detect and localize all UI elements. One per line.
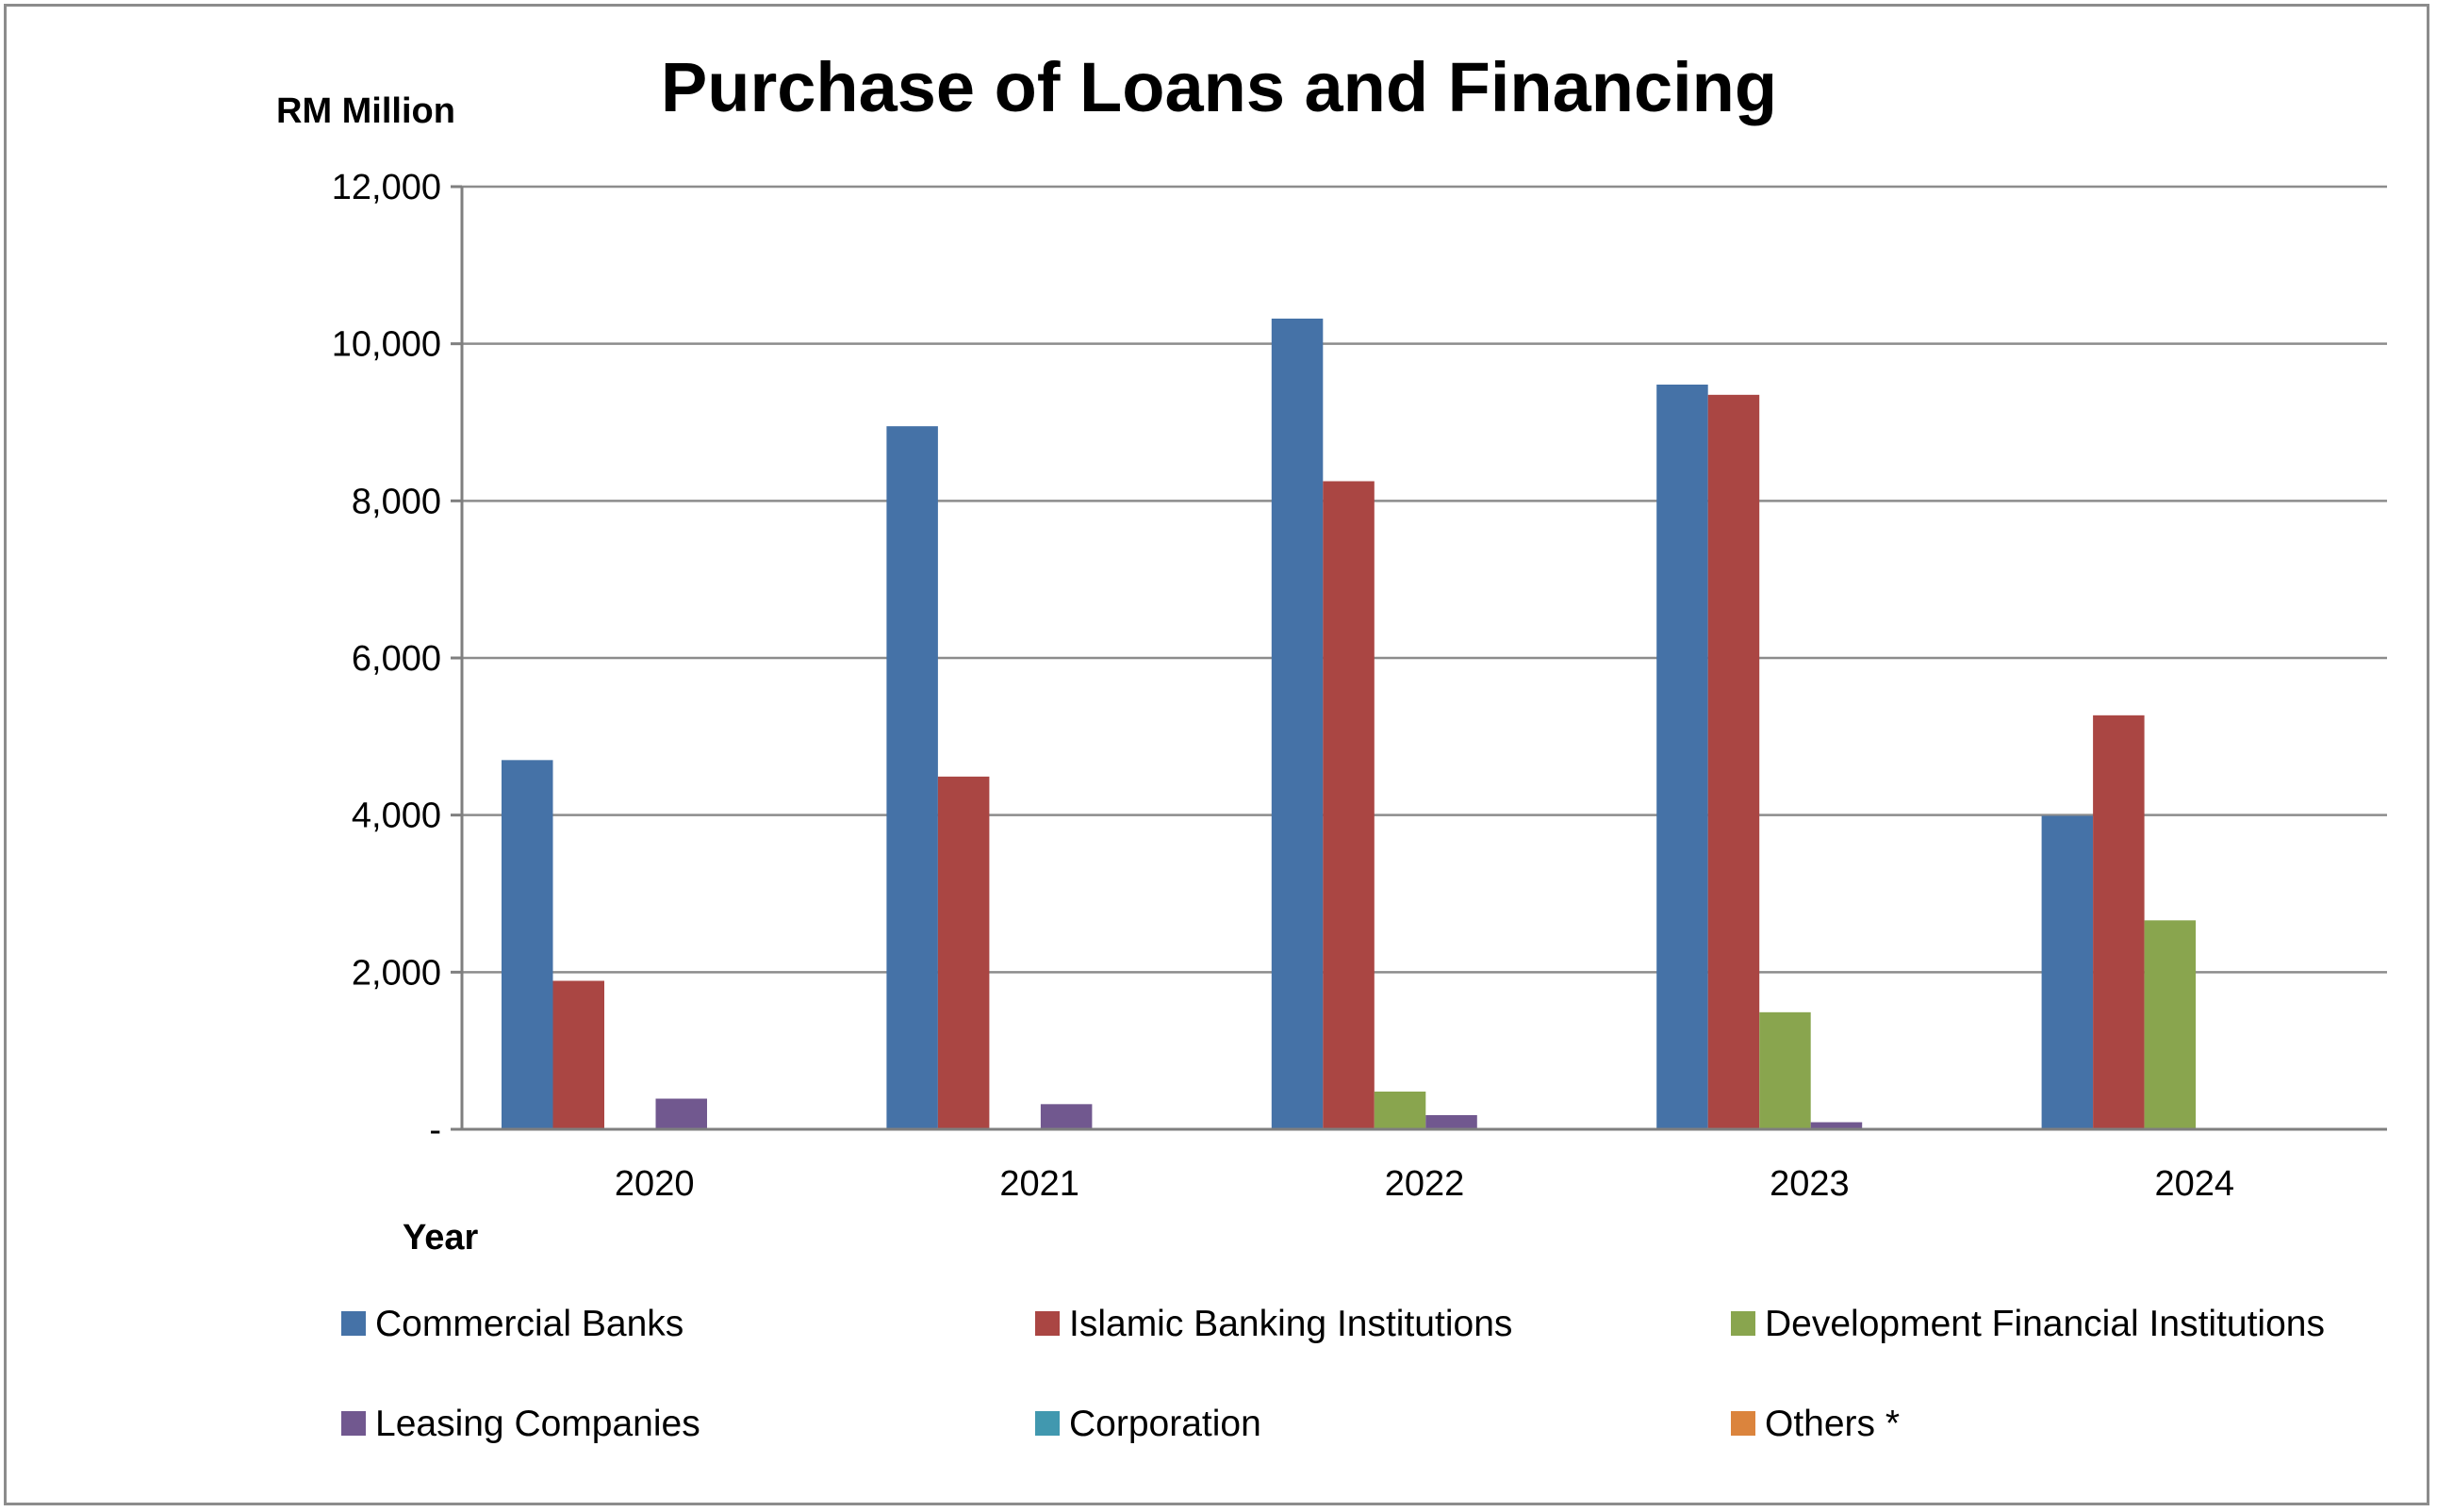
bar-2020-leasing-companies xyxy=(655,1098,707,1129)
legend-label: Leasing Companies xyxy=(375,1404,700,1444)
chart-frame xyxy=(4,4,2429,1505)
legend-label: Development Financial Institutions xyxy=(1765,1304,2325,1344)
bar-2021-leasing-companies xyxy=(1040,1104,1093,1129)
y-tick-label: 10,000 xyxy=(332,325,441,365)
legend-label: Commercial Banks xyxy=(375,1304,683,1344)
legend-swatch xyxy=(341,1311,366,1336)
bar-2020-islamic-banking-institutions xyxy=(552,980,604,1129)
x-axis-label: Year xyxy=(403,1218,479,1257)
legend: Commercial Banks Islamic Banking Institut… xyxy=(341,1304,2325,1444)
legend-label: Islamic Banking Institutions xyxy=(1069,1304,1512,1344)
bar-2021-islamic-banking-institutions xyxy=(937,776,990,1129)
y-tick-label: 8,000 xyxy=(352,482,441,521)
x-tick-label: 2021 xyxy=(999,1164,1079,1204)
y-tick-label: 12,000 xyxy=(332,168,441,207)
legend-swatch xyxy=(1731,1411,1755,1436)
bar-2022-islamic-banking-institutions xyxy=(1323,481,1375,1129)
y-tick-label: 2,000 xyxy=(352,953,441,993)
legend-swatch xyxy=(341,1411,366,1436)
bar-2023-leasing-companies xyxy=(1810,1122,1863,1129)
bar-2024-commercial-banks xyxy=(2041,815,2094,1129)
x-tick-label: 2023 xyxy=(1770,1164,1850,1204)
bar-2022-commercial-banks xyxy=(1271,319,1324,1129)
bar-2020-commercial-banks xyxy=(502,760,553,1129)
y-tick-label: 4,000 xyxy=(352,797,441,836)
x-tick-label: 2020 xyxy=(615,1164,695,1204)
legend-swatch xyxy=(1731,1311,1755,1336)
bar-2023-commercial-banks xyxy=(1656,385,1708,1129)
legend-swatch xyxy=(1035,1311,1060,1336)
axes: - 2,000 4,000 6,000 8,000 10,000 12,000 2020 202… xyxy=(332,168,2387,1204)
bar-2024-development-financial-institutions xyxy=(2144,920,2197,1129)
bars xyxy=(502,319,2197,1130)
bar-2023-islamic-banking-institutions xyxy=(1707,394,1760,1129)
legend-label: Corporation xyxy=(1069,1404,1261,1444)
x-tick-label: 2022 xyxy=(1385,1164,1465,1204)
y-tick-label: - xyxy=(429,1110,441,1150)
bar-2022-leasing-companies xyxy=(1425,1115,1477,1129)
bar-2024-islamic-banking-institutions xyxy=(2093,715,2145,1129)
legend-swatch xyxy=(1035,1411,1060,1436)
y-tick-label: 6,000 xyxy=(352,639,441,679)
legend-label: Others * xyxy=(1765,1404,1900,1444)
bar-2022-development-financial-institutions xyxy=(1374,1092,1426,1129)
bar-2023-development-financial-institutions xyxy=(1759,1011,1811,1129)
x-tick-label: 2024 xyxy=(2155,1164,2235,1204)
bar-2021-commercial-banks xyxy=(886,426,938,1130)
y-axis-label: RM Million xyxy=(276,91,455,131)
chart-title: Purchase of Loans and Financing xyxy=(661,48,1777,126)
